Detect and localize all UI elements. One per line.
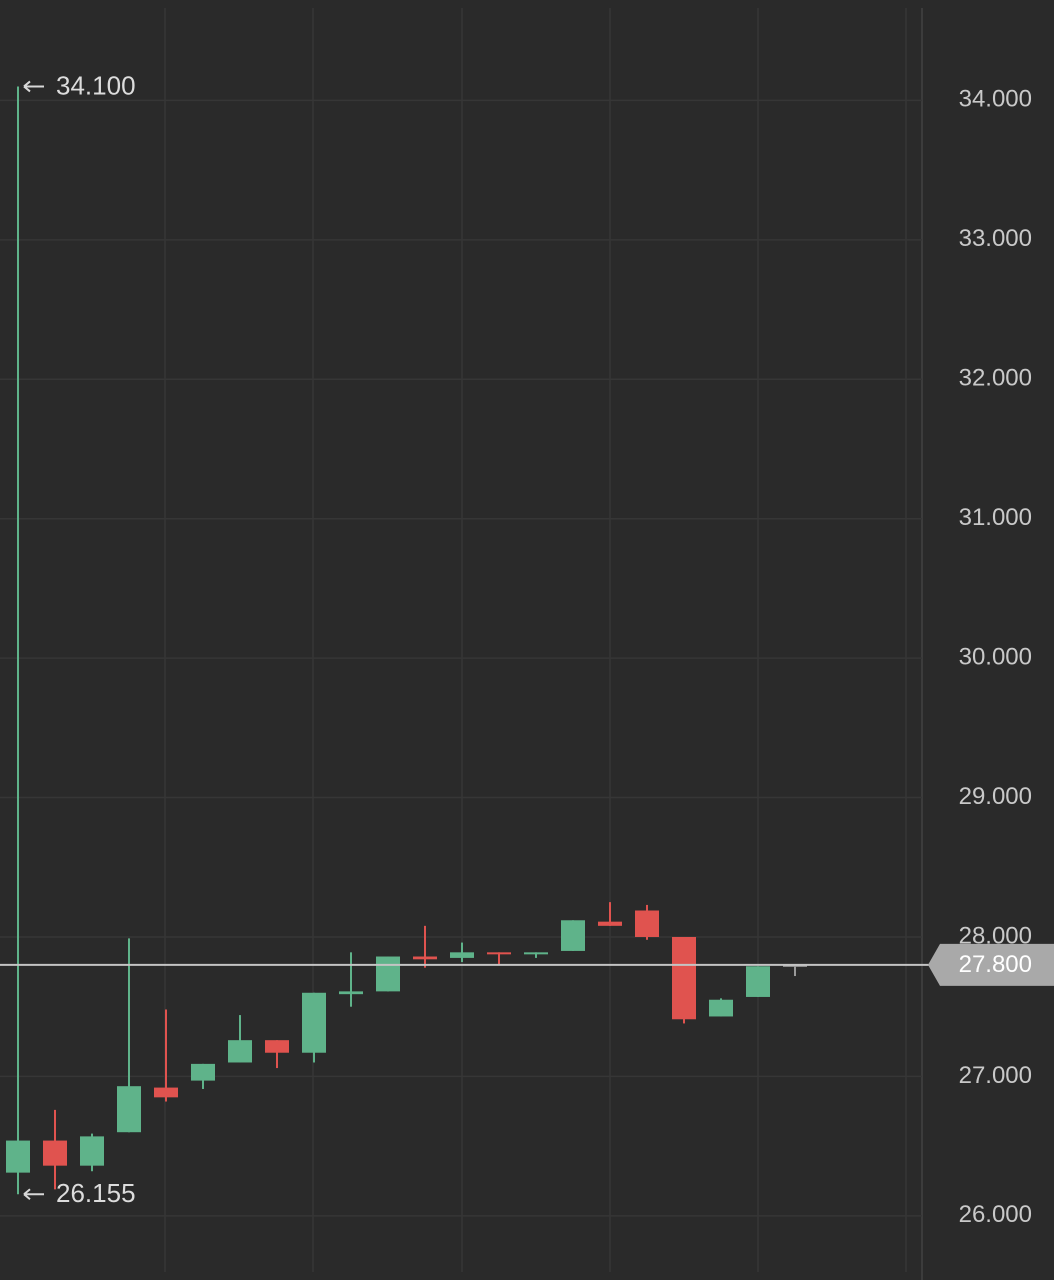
candle-body — [339, 991, 363, 995]
y-tick-label: 29.000 — [959, 783, 1032, 810]
min-annotation-arrow — [23, 1188, 44, 1201]
y-tick-label: 26.000 — [959, 1201, 1032, 1228]
last-price-label: 27.800 — [959, 951, 1032, 978]
candle-body — [302, 992, 326, 1053]
candle-body — [672, 936, 696, 1020]
candle-body — [524, 952, 548, 955]
candle-body — [265, 1040, 289, 1053]
candle-body — [487, 952, 511, 955]
y-tick-label: 32.000 — [959, 365, 1032, 392]
candle-body — [598, 921, 622, 926]
candle-body — [413, 956, 437, 960]
y-tick-label: 27.000 — [959, 1062, 1032, 1089]
max-annotation: 34.100 — [56, 70, 136, 100]
candle-body — [43, 1140, 67, 1166]
min-annotation: 26.155 — [56, 1178, 136, 1208]
last-price-tag — [928, 943, 1054, 986]
candle-body — [228, 1040, 252, 1063]
candle-body — [746, 966, 770, 997]
y-tick-label: 33.000 — [959, 225, 1032, 252]
candle-body — [6, 1140, 30, 1173]
candle-body — [154, 1087, 178, 1098]
candle-body — [635, 910, 659, 937]
candle-body — [117, 1086, 141, 1133]
y-tick-label: 30.000 — [959, 643, 1032, 670]
max-annotation-arrow — [23, 80, 44, 93]
candle-body — [80, 1136, 104, 1166]
candle-body — [376, 956, 400, 992]
y-tick-label: 34.000 — [959, 86, 1032, 113]
candle-body — [561, 920, 585, 951]
y-tick-label: 31.000 — [959, 504, 1032, 531]
candle-body — [191, 1063, 215, 1081]
candle-body — [709, 999, 733, 1017]
candle-body — [450, 952, 474, 958]
